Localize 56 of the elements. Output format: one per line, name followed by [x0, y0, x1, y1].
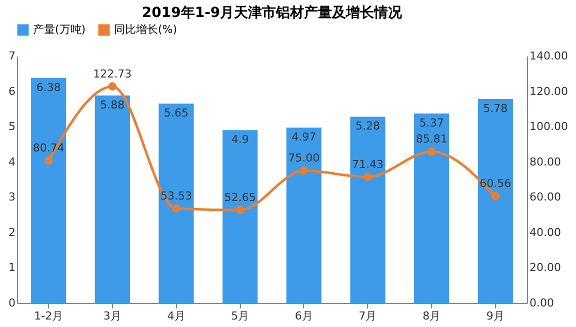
data-label: 5.78: [483, 102, 508, 116]
y-tick-label: 0: [8, 296, 16, 310]
data-label: 5.37: [419, 116, 444, 130]
bar: [414, 114, 450, 303]
bar: [350, 116, 386, 303]
y2-tick-label: 80.00: [530, 155, 561, 168]
bar: [478, 99, 513, 303]
x-tick-label: 4月: [167, 310, 186, 322]
point: [364, 172, 372, 182]
data-label: 4.97: [292, 130, 316, 144]
chart-title: 2019年1-9月天津市铝材产量及增长情况: [142, 4, 404, 21]
legend-label: 同比增长(%): [114, 23, 178, 36]
point: [172, 204, 180, 213]
legend-label: 产量(万吨): [33, 23, 86, 36]
y2-tick-label: 60.00: [530, 190, 561, 204]
x-tick-label: 6月: [294, 310, 313, 322]
y-tick-label: 1: [8, 261, 16, 274]
data-label: 71.43: [352, 158, 384, 171]
point: [44, 156, 53, 165]
point: [427, 147, 436, 156]
data-label: 52.65: [224, 191, 256, 204]
y-tick-label: 2: [8, 226, 16, 239]
data-label: 4.9: [231, 133, 249, 146]
data-label: 5.65: [164, 106, 189, 120]
y2-tick-label: 120.00: [530, 84, 568, 98]
x-tick-label: 5月: [231, 310, 250, 322]
bar: [94, 96, 130, 303]
data-label: 122.73: [93, 67, 132, 80]
data-label: 75.00: [288, 152, 320, 165]
y-tick-label: 5: [8, 120, 16, 134]
point: [491, 192, 500, 200]
x-tick-label: 3月: [103, 310, 122, 322]
y-tick-label: 7: [8, 50, 16, 62]
y-tick-label: 6: [8, 84, 16, 98]
x-tick-label: 9月: [486, 310, 504, 322]
data-label: 85.81: [416, 132, 448, 146]
point: [108, 82, 117, 91]
y-tick-label: 4: [8, 155, 16, 168]
point: [300, 166, 308, 175]
data-label: 5.88: [100, 98, 125, 112]
y2-tick-label: 140.00: [530, 50, 568, 62]
x-tick-label: 1-2月: [34, 310, 64, 322]
y2-tick-label: 40.00: [530, 226, 561, 239]
y-tick-label: 3: [8, 190, 16, 204]
bar: [286, 128, 322, 303]
point: [236, 206, 244, 214]
y2-tick-label: 100.00: [530, 120, 568, 134]
y2-tick-label: 0.00: [530, 296, 554, 310]
x-tick-label: 8月: [422, 310, 441, 322]
y2-tick-label: 20.00: [530, 261, 561, 274]
data-label: 6.38: [36, 80, 61, 94]
data-label: 5.28: [355, 120, 380, 133]
bar: [158, 104, 194, 303]
x-tick-label: 7月: [358, 310, 377, 322]
bar: [222, 130, 258, 303]
bar: [31, 78, 66, 303]
